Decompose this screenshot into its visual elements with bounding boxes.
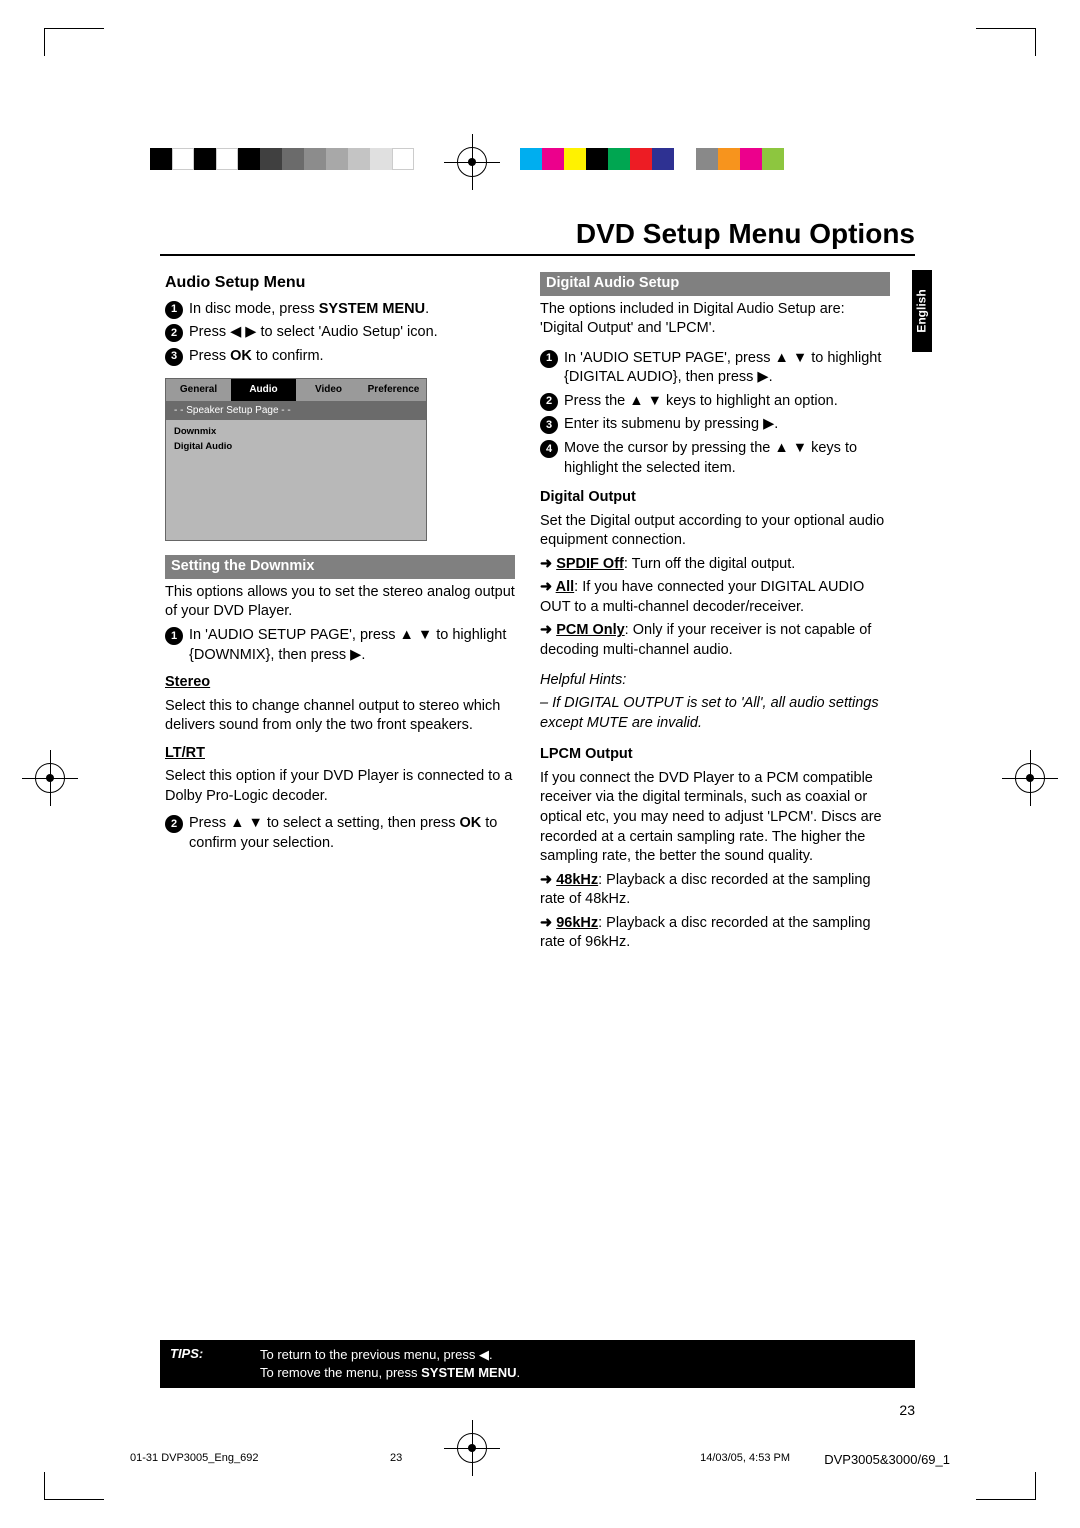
ltrt-text: Select this option if your DVD Player is…	[165, 767, 515, 806]
step-row: 2Press the ▲ ▼ keys to highlight an opti…	[540, 392, 890, 412]
digital-audio-heading: Digital Audio Setup	[540, 272, 890, 296]
colorbar-right	[520, 148, 784, 170]
tips-bar: TIPS: To return to the previous menu, pr…	[160, 1340, 915, 1388]
footer: 01-31 DVP3005_Eng_692 23 14/03/05, 4:53 …	[130, 1452, 950, 1464]
step-row: 4Move the cursor by pressing the ▲ ▼ key…	[540, 439, 890, 478]
hint-text: – If DIGITAL OUTPUT is set to 'All', all…	[540, 694, 890, 733]
lpcm-h: LPCM Output	[540, 746, 633, 762]
stereo-h: Stereo	[165, 674, 210, 690]
audio-setup-heading: Audio Setup Menu	[165, 272, 515, 294]
page-title: DVD Setup Menu Options	[576, 218, 915, 250]
crop-mark-bl	[44, 1472, 104, 1500]
step-downmix: 1 In 'AUDIO SETUP PAGE', press ▲ ▼ to hi…	[165, 626, 515, 665]
menu-item: Downmix	[174, 426, 418, 439]
title-rule	[160, 254, 915, 256]
step-row: 2Press ◀ ▶ to select 'Audio Setup' icon.	[165, 323, 515, 343]
step-num-icon: 1	[540, 350, 558, 368]
crop-mark-tr	[976, 28, 1036, 56]
step-num-icon: 2	[540, 393, 558, 411]
digital-audio-intro: The options included in Digital Audio Se…	[540, 300, 890, 339]
right-column: Digital Audio Setup The options included…	[540, 272, 890, 957]
menu-item: Digital Audio	[174, 441, 418, 454]
step-num-icon: 2	[165, 324, 183, 342]
step-num-icon: 3	[540, 416, 558, 434]
reg-mark-right	[1012, 760, 1048, 796]
footer-left: 01-31 DVP3005_Eng_692	[130, 1452, 258, 1464]
spdif-line: ➜ SPDIF Off: Turn off the digital output…	[540, 555, 890, 575]
step-num-icon: 2	[165, 815, 183, 833]
all-line: ➜ All: If you have connected your DIGITA…	[540, 578, 890, 617]
tips-text: To return to the previous menu, press ◀.…	[260, 1346, 905, 1382]
step-num-icon: 1	[165, 301, 183, 319]
footer-mid: 23	[390, 1452, 402, 1464]
step-confirm: 2 Press ▲ ▼ to select a setting, then pr…	[165, 814, 515, 853]
page-number: 23	[899, 1402, 915, 1418]
step-row: 1In disc mode, press SYSTEM MENU.	[165, 300, 515, 320]
language-tab: English	[912, 270, 932, 352]
pcm-line: ➜ PCM Only: Only if your receiver is not…	[540, 621, 890, 660]
downmix-text: This options allows you to set the stere…	[165, 583, 515, 622]
colorbar-left	[150, 148, 414, 170]
ltrt-h: LT/RT	[165, 745, 205, 761]
step-row: 3Press OK to confirm.	[165, 347, 515, 367]
left-column: Audio Setup Menu 1In disc mode, press SY…	[165, 272, 515, 858]
menu-tab: Audio	[231, 379, 296, 401]
footer-model: DVP3005&3000/69_1	[824, 1452, 950, 1467]
menu-screenshot: GeneralAudioVideoPreference - - Speaker …	[165, 378, 427, 541]
tips-label: TIPS:	[170, 1346, 260, 1382]
crop-mark-br	[976, 1472, 1036, 1500]
menu-tab: Preference	[361, 379, 426, 401]
stereo-text: Select this to change channel output to …	[165, 697, 515, 736]
digital-output-h: Digital Output	[540, 489, 636, 505]
lpcm-48: ➜ 48kHz: Playback a disc recorded at the…	[540, 871, 890, 910]
step-row: 3Enter its submenu by pressing ▶.	[540, 415, 890, 435]
lpcm-text: If you connect the DVD Player to a PCM c…	[540, 769, 890, 867]
menu-header: - - Speaker Setup Page - -	[166, 401, 426, 421]
menu-tab: General	[166, 379, 231, 401]
crop-mark-tl	[44, 28, 104, 56]
hint-h: Helpful Hints:	[540, 671, 890, 691]
step-num-icon: 1	[165, 627, 183, 645]
digital-output-text: Set the Digital output according to your…	[540, 512, 890, 551]
downmix-heading: Setting the Downmix	[165, 555, 515, 579]
step-row: 1In 'AUDIO SETUP PAGE', press ▲ ▼ to hig…	[540, 349, 890, 388]
footer-date: 14/03/05, 4:53 PM	[700, 1452, 790, 1464]
reg-mark-left	[32, 760, 68, 796]
reg-mark-top	[454, 144, 490, 180]
step-num-icon: 3	[165, 348, 183, 366]
menu-tab: Video	[296, 379, 361, 401]
step-num-icon: 4	[540, 440, 558, 458]
lpcm-96: ➜ 96kHz: Playback a disc recorded at the…	[540, 914, 890, 953]
